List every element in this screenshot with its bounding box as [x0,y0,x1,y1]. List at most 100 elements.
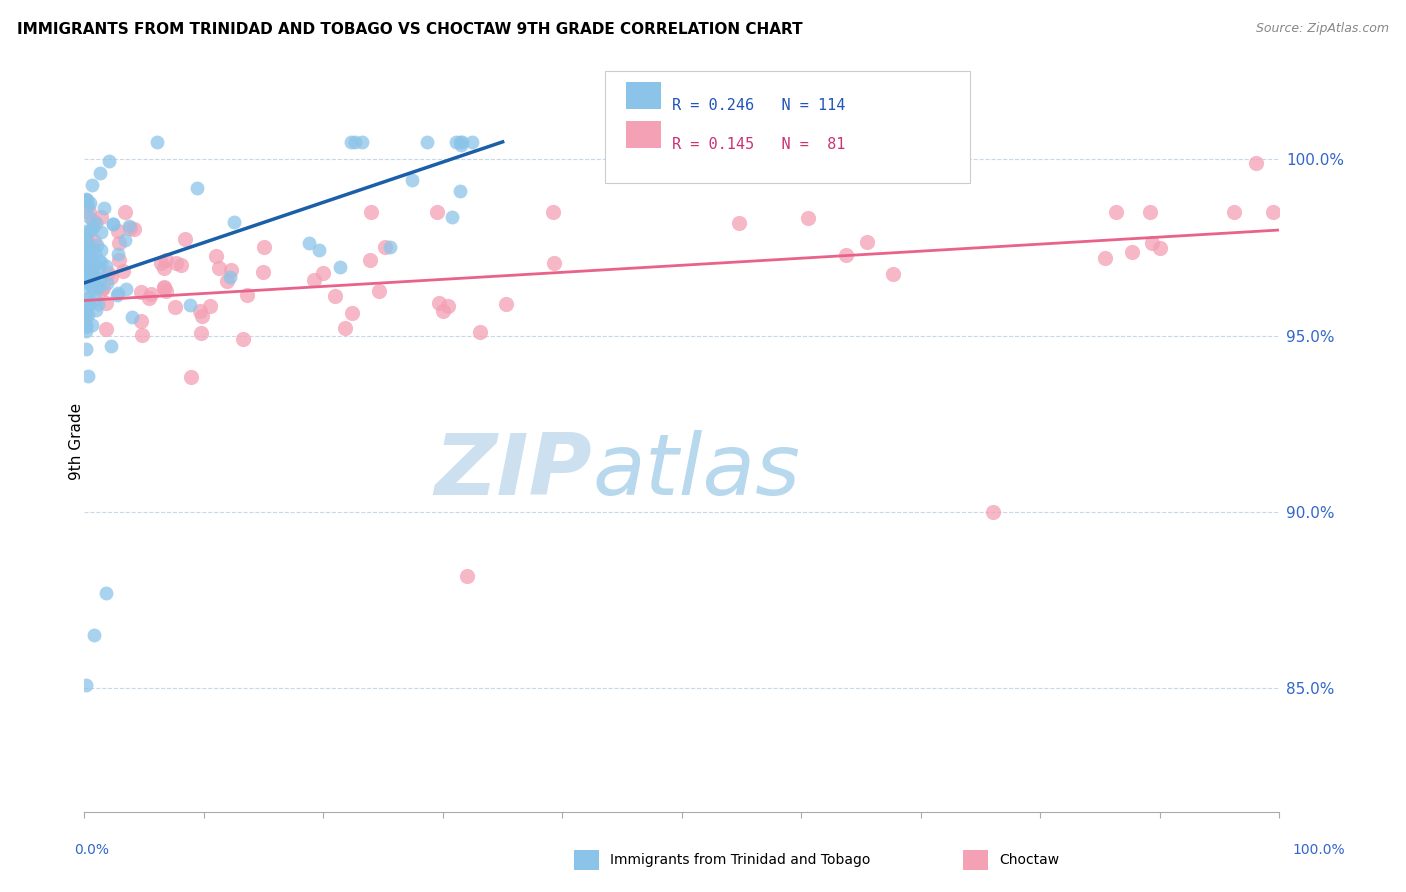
Point [333,321,356,335]
Point [90,243,112,257]
Point [84,216,107,230]
Point [97,266,120,280]
Point [84,303,107,318]
Text: Immigrants from Trinidad and Tobago: Immigrants from Trinidad and Tobago [610,853,870,867]
Point [75,192,97,206]
Point [727,216,749,230]
Point [340,135,363,149]
Point [101,217,124,231]
Point [89,272,111,286]
Point [76,271,98,285]
Point [298,236,321,251]
Point [76,199,98,213]
Point [425,205,447,219]
Point [1142,235,1164,250]
Text: R = 0.145   N =  81: R = 0.145 N = 81 [672,137,845,153]
Point [77,297,100,311]
Point [77,308,100,322]
Point [80,279,103,293]
Point [75,267,97,281]
Text: atlas: atlas [592,430,800,513]
Point [82,281,104,295]
Point [1149,241,1171,255]
Point [118,220,141,235]
Point [190,326,212,340]
Text: R = 0.246   N = 114: R = 0.246 N = 114 [672,98,845,113]
Point [76,235,98,249]
Point [495,296,517,310]
Point [131,285,153,299]
Text: 100.0%: 100.0% [1292,843,1346,857]
Point [107,285,129,300]
Point [101,217,124,231]
Point [89,255,111,269]
Point [253,239,276,253]
Point [80,241,103,255]
Point [1139,205,1161,219]
Point [308,244,330,258]
Point [83,292,105,306]
Point [121,310,143,324]
Point [378,240,401,254]
Point [152,280,174,294]
Point [360,205,382,219]
Point [118,219,141,234]
Point [87,261,110,276]
Point [75,244,97,259]
Point [76,263,98,277]
Point [146,135,169,149]
Point [368,285,391,299]
Point [76,369,98,384]
Point [75,254,97,268]
Point [155,253,177,268]
Text: ZIP: ZIP [434,430,592,513]
Text: Choctaw: Choctaw [1000,853,1060,867]
Y-axis label: 9th Grade: 9th Grade [69,403,83,480]
Point [107,224,129,238]
Point [232,332,254,346]
Point [77,244,100,259]
Point [436,299,458,313]
Point [165,301,187,315]
Point [80,178,103,193]
Point [75,243,97,257]
Point [470,325,492,339]
Point [75,224,97,238]
Point [835,248,858,262]
Point [114,205,136,219]
Point [449,184,471,198]
Point [304,273,326,287]
Text: 0.0%: 0.0% [75,843,108,857]
Point [89,165,111,179]
Point [107,235,129,250]
Point [450,135,472,149]
Point [86,238,108,252]
Point [1223,205,1246,219]
Point [541,205,564,219]
Point [131,327,153,342]
Point [252,264,274,278]
Point [374,239,396,253]
Point [1263,205,1285,219]
Point [359,253,381,268]
Point [90,211,112,225]
Point [75,309,97,323]
Point [219,270,242,285]
Point [312,266,335,280]
Point [87,254,110,268]
Point [75,318,97,333]
Point [981,505,1004,519]
Point [86,278,108,293]
Point [75,300,97,314]
Point [139,287,162,301]
Point [173,232,195,246]
Point [180,370,202,384]
Point [444,135,467,149]
Point [188,303,211,318]
Point [82,266,104,280]
Point [456,568,478,582]
Point [1094,251,1116,265]
Point [79,247,101,261]
Point [75,305,97,319]
Point [215,274,238,288]
